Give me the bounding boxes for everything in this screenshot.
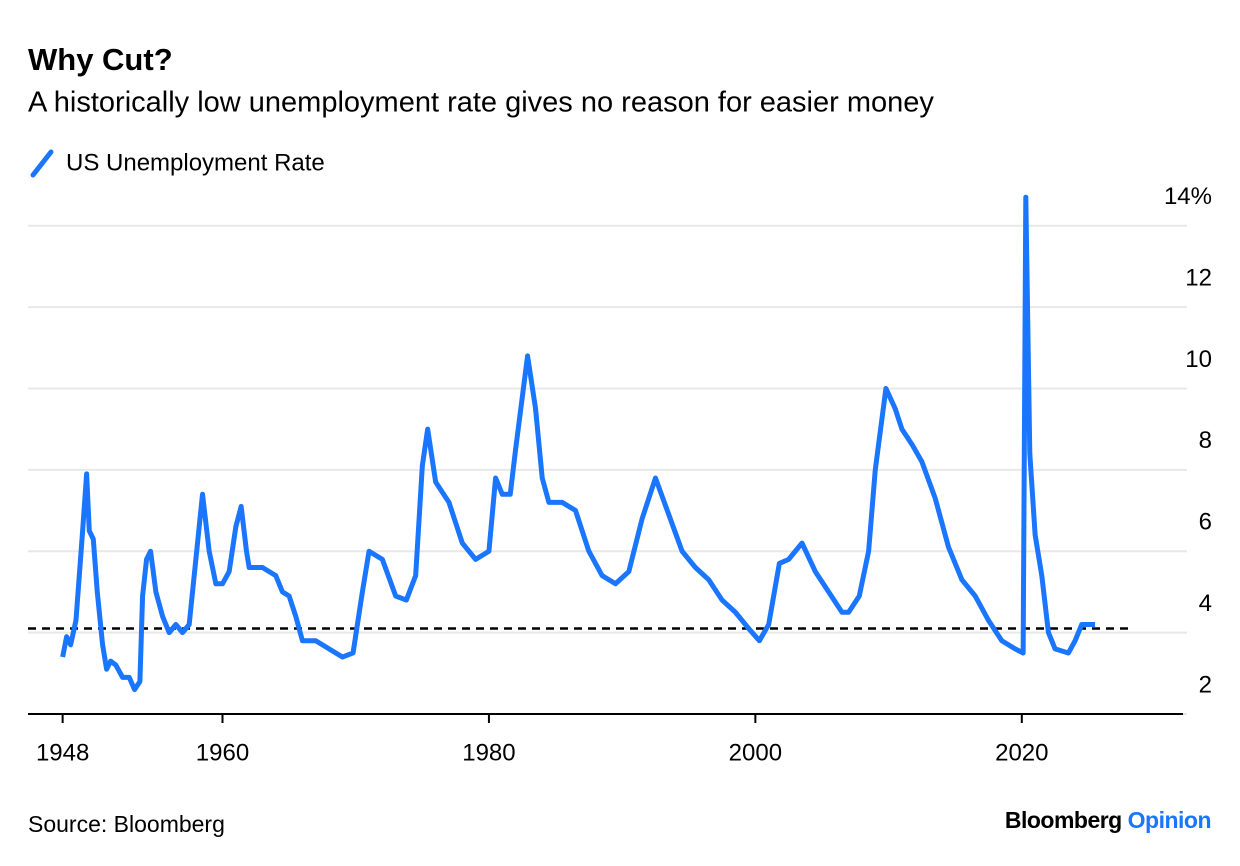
y-tick-label: 2 — [1199, 671, 1212, 698]
legend-label: US Unemployment Rate — [66, 149, 325, 176]
data-line — [60, 194, 1096, 693]
y-tick-label: 10 — [1185, 346, 1212, 373]
y-tick-label: 12 — [1185, 264, 1212, 291]
brand-section: Opinion — [1128, 807, 1211, 833]
chart-title: Why Cut? — [28, 42, 173, 77]
x-tick-label: 1948 — [36, 739, 89, 766]
legend-swatch — [30, 149, 54, 178]
brand: Bloomberg Opinion — [1005, 807, 1211, 833]
y-tick-label: 6 — [1199, 509, 1212, 536]
y-tick-label: 4 — [1199, 590, 1212, 617]
x-tick-label: 1980 — [462, 739, 515, 766]
y-tick-label: 14% — [1164, 183, 1212, 210]
y-tick-label: 8 — [1199, 427, 1212, 454]
chart-subtitle: A historically low unemployment rate giv… — [28, 87, 934, 119]
x-tick-label: 2000 — [729, 739, 782, 766]
x-tick-label: 2020 — [995, 739, 1048, 766]
x-tick-label: 1960 — [196, 739, 249, 766]
source: Source: Bloomberg — [28, 811, 225, 837]
brand-name: Bloomberg — [1005, 807, 1122, 833]
